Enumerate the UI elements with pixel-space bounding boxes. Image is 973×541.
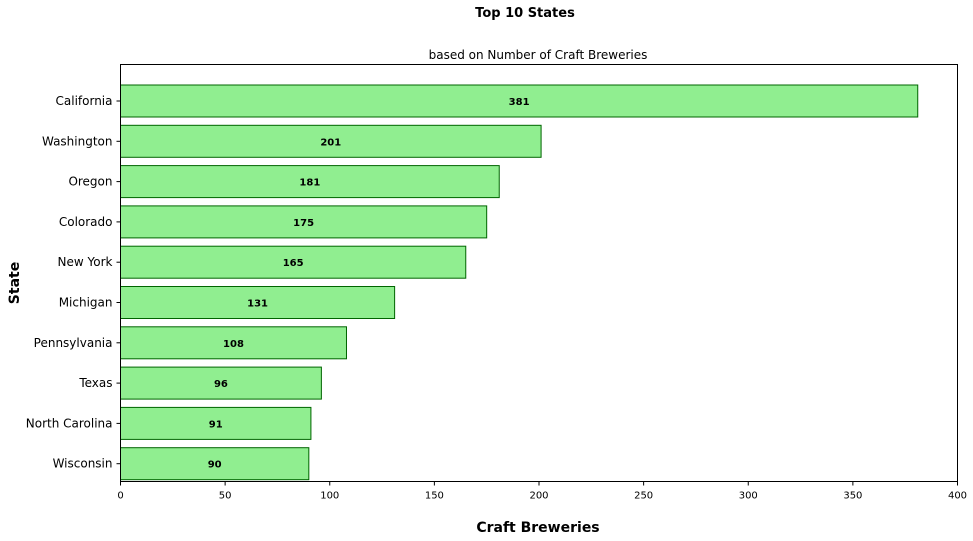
bar bbox=[120, 205, 488, 239]
chart-subtitle: based on Number of Craft Breweries bbox=[429, 48, 648, 62]
x-tick-label: 150 bbox=[425, 491, 444, 502]
bar-value-label: 108 bbox=[223, 339, 244, 350]
bar bbox=[120, 245, 467, 279]
x-axis-label: Craft Breweries bbox=[476, 520, 599, 536]
x-tick-label: 0 bbox=[117, 491, 123, 502]
bar bbox=[120, 84, 919, 118]
bar-value-label: 96 bbox=[214, 379, 228, 390]
bar-value-label: 181 bbox=[299, 178, 320, 189]
y-tick-label: Washington bbox=[42, 134, 113, 148]
bar-value-label: 201 bbox=[320, 137, 341, 148]
plot-frame bbox=[120, 64, 958, 482]
x-tick-label: 200 bbox=[529, 491, 548, 502]
bar-value-label: 175 bbox=[293, 218, 314, 229]
y-tick-label: Texas bbox=[78, 376, 112, 390]
bar-value-label: 131 bbox=[247, 299, 268, 310]
bar-value-label: 90 bbox=[208, 460, 222, 471]
y-tick-label: Oregon bbox=[68, 175, 112, 189]
x-tick-label: 300 bbox=[739, 491, 758, 502]
x-tick-label: 250 bbox=[634, 491, 653, 502]
y-tick-label: New York bbox=[58, 255, 113, 269]
y-ticks-group: California Washington Oregon Colorado New Yo… bbox=[26, 94, 121, 471]
x-tick-label: 350 bbox=[843, 491, 862, 502]
bar bbox=[120, 165, 500, 199]
y-tick-label: Pennsylvania bbox=[34, 336, 113, 350]
bar-value-label: 165 bbox=[283, 258, 304, 269]
x-tick-label: 100 bbox=[320, 491, 339, 502]
x-tick-label: 50 bbox=[219, 491, 232, 502]
y-tick-label: North Carolina bbox=[26, 416, 113, 430]
bar bbox=[120, 124, 542, 158]
bar bbox=[120, 447, 310, 481]
bar-value-label: 91 bbox=[209, 419, 223, 430]
chart-title: Top 10 States bbox=[475, 6, 575, 21]
y-tick-label: Michigan bbox=[59, 296, 113, 310]
bars-group: 381 201 181 175 165 131 108 96 91 90 bbox=[120, 84, 919, 481]
bar bbox=[120, 326, 347, 360]
y-tick-label: Colorado bbox=[59, 215, 113, 229]
x-tick-label: 400 bbox=[948, 491, 967, 502]
y-axis-label: State bbox=[7, 262, 23, 304]
bar-value-label: 381 bbox=[509, 97, 530, 108]
y-tick-label: California bbox=[56, 94, 113, 108]
x-ticks-group: 0 50 100 150 200 250 300 350 400 bbox=[117, 481, 967, 502]
y-tick-label: Wisconsin bbox=[53, 457, 113, 471]
